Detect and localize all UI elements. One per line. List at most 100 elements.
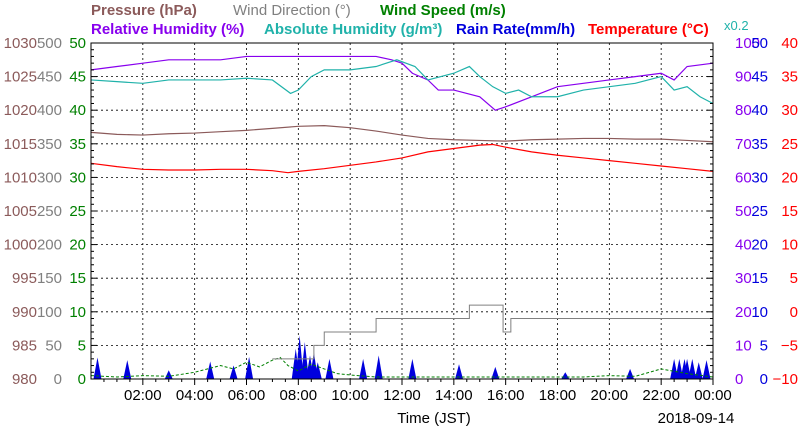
rain-rate-bar <box>670 358 679 379</box>
x-tick-label: 10:00 <box>331 387 369 404</box>
rain-rate-bar <box>374 355 383 379</box>
rain-rate-bar <box>683 358 692 379</box>
wind-speed-axis-tick-label: 40 <box>69 102 86 119</box>
rain-rate-bar <box>93 357 102 379</box>
rain-rate-bar <box>491 366 500 379</box>
pressure-axis-tick-label: 1015 <box>4 136 37 153</box>
x-tick-label: 22:00 <box>642 387 680 404</box>
rain-rate-bar <box>626 368 635 379</box>
x-tick-label: 00:00 <box>694 387 732 404</box>
temperature-axis-tick-label: 10 <box>781 237 798 254</box>
temperature-axis-tick-label: 40 <box>781 35 798 52</box>
x-tick-label: 08:00 <box>280 387 318 404</box>
x-tick-label: 16:00 <box>487 387 525 404</box>
relative-humidity-axis-tick-label: 100 <box>735 35 760 52</box>
absolute-humidity-line <box>90 59 714 105</box>
wind-direction-axis-tick-label: 0 <box>54 371 62 388</box>
rain-rate-axis-tick-label: 15 <box>751 270 768 287</box>
rain-rate-bar <box>313 362 322 379</box>
wind-speed-axis-tick-label: 5 <box>78 337 86 354</box>
rain-rate-axis-tick-label: 45 <box>751 69 768 86</box>
pressure-axis-tick-label: 985 <box>12 337 37 354</box>
legend-relative-humidity: Relative Humidity (%) <box>91 21 244 38</box>
relative-humidity-axis-tick-label: 60 <box>735 169 752 186</box>
x-tick-label: 18:00 <box>539 387 577 404</box>
temperature-axis-tick-label: −10 <box>773 371 798 388</box>
relative-humidity-axis-tick-label: 80 <box>735 102 752 119</box>
x-tick-label: 14:00 <box>435 387 473 404</box>
relative-humidity-axis-tick-label: 10 <box>735 337 752 354</box>
x-axis: 02:00 04:00 06:00 08:00 10:00 12:00 14:00 16:00… <box>103 379 732 404</box>
pressure-axis-tick-label: 1005 <box>4 203 37 220</box>
pressure-axis-tick-label: 1000 <box>4 237 37 254</box>
relative-humidity-axis-tick-label: 70 <box>735 136 752 153</box>
rain-rate-axis-tick-label: 10 <box>751 304 768 321</box>
x-axis-label: Time (JST) <box>397 410 471 427</box>
wind-direction-axis-tick-label: 300 <box>37 169 62 186</box>
legend-temperature: Temperature (°C) <box>588 21 709 38</box>
rain-rate-axis-tick-label: 25 <box>751 203 768 220</box>
rain-rate-bar <box>123 360 132 379</box>
wind-speed-axis-tick-label: 25 <box>69 203 86 220</box>
legend-rain-rate: Rain Rate(mm/h) <box>456 21 575 38</box>
rain-rate-bar <box>702 360 711 379</box>
x-tick-label: 12:00 <box>383 387 421 404</box>
rain-rate-axis-tick-label: 30 <box>751 169 768 186</box>
relative-humidity-axis-tick-label: 0 <box>735 371 743 388</box>
rain-rate-bar <box>206 361 215 379</box>
rain-rate-bar <box>325 358 334 379</box>
temperature-axis-tick-label: −5 <box>781 337 798 354</box>
rain-rate-bar <box>245 356 254 379</box>
temperature-axis-tick-label: 0 <box>790 304 798 321</box>
legend-pressure: Pressure (hPa) <box>91 2 197 19</box>
wind-direction-axis-tick-label: 100 <box>37 304 62 321</box>
rain-rate-bar <box>675 358 684 379</box>
rain-rate-bar <box>300 342 309 379</box>
temperature-axis-tick-label: 30 <box>781 102 798 119</box>
rain-rate-bar <box>408 358 417 379</box>
rain-rate-axis-tick-label: 0 <box>760 371 768 388</box>
legend-wind-direction: Wind Direction (°) <box>233 2 351 19</box>
relative-humidity-axis-tick-label: 20 <box>735 304 752 321</box>
rain-rate-bar <box>229 365 238 379</box>
rain-rate-bar <box>164 370 173 379</box>
pressure-line <box>90 125 714 143</box>
temperature-axis-tick-label: 25 <box>781 136 798 153</box>
x-tick-label: 02:00 <box>124 387 162 404</box>
pressure-axis-tick-label: 995 <box>12 270 37 287</box>
series <box>90 55 714 379</box>
temperature-axis-tick-label: 15 <box>781 203 798 220</box>
y-axes: 9809859909951000100510101015102010251030… <box>4 35 798 388</box>
pressure-axis-tick-label: 1020 <box>4 102 37 119</box>
rain-rate-axis-tick-label: 40 <box>751 102 768 119</box>
x-tick-label: 06:00 <box>228 387 266 404</box>
pressure-axis-tick-label: 1010 <box>4 169 37 186</box>
rain-rate-bar <box>295 335 304 379</box>
date-label: 2018-09-14 <box>658 410 735 427</box>
x-tick-label: 04:00 <box>176 387 214 404</box>
temperature-axis-tick-label: 20 <box>781 169 798 186</box>
pressure-axis-tick-label: 1030 <box>4 35 37 52</box>
relative-humidity-axis-tick-label: 40 <box>735 237 752 254</box>
wind-speed-axis-tick-label: 30 <box>69 169 86 186</box>
legend-wind-speed: Wind Speed (m/s) <box>380 2 506 19</box>
wind-speed-axis-tick-label: 0 <box>78 371 86 388</box>
wind-direction-axis-tick-label: 400 <box>37 102 62 119</box>
wind-direction-axis-tick-label: 350 <box>37 136 62 153</box>
wind-speed-line <box>90 356 714 378</box>
rain-rate-axis-tick-label: 5 <box>760 337 768 354</box>
pressure-axis-tick-label: 1025 <box>4 69 37 86</box>
relative-humidity-axis-tick-label: 90 <box>735 69 752 86</box>
legend-absolute-humidity: Absolute Humidity (g/m³) <box>264 21 442 38</box>
rain-rate-bar <box>561 372 570 379</box>
pressure-axis-tick-label: 980 <box>12 371 37 388</box>
wind-direction-axis-tick-label: 200 <box>37 237 62 254</box>
wind-direction-line <box>272 304 713 360</box>
rain-rate-axis-tick-label: 20 <box>751 237 768 254</box>
relative-humidity-axis-tick-label: 30 <box>735 270 752 287</box>
wind-speed-axis-tick-label: 15 <box>69 270 86 287</box>
relative-humidity-axis-tick-label: 50 <box>735 203 752 220</box>
relative-humidity-line <box>90 55 714 111</box>
wind-direction-axis-tick-label: 450 <box>37 69 62 86</box>
